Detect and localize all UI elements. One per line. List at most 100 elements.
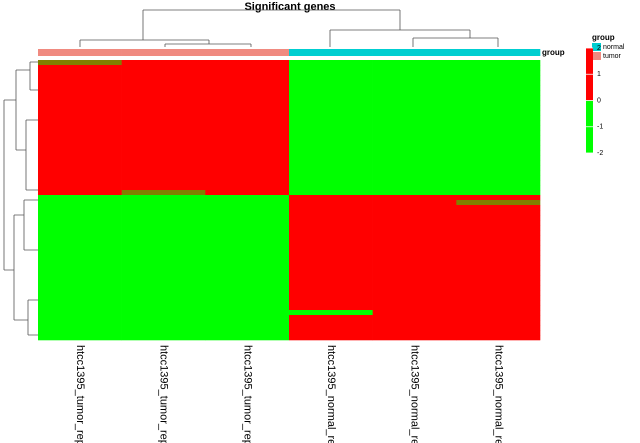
heatmap-cell: [289, 330, 373, 336]
heatmap-cell: [456, 220, 541, 226]
heatmap-cell: [205, 320, 290, 326]
heatmap-cell: [372, 155, 457, 161]
heatmap-cell: [289, 80, 373, 86]
heatmap-cell: [38, 190, 122, 196]
heatmap-cell: [372, 250, 457, 256]
heatmap-cell: [372, 225, 457, 231]
heatmap-cell: [38, 175, 122, 181]
heatmap-cell: [205, 280, 290, 286]
heatmap-cell: [456, 90, 541, 96]
heatmap-cell: [205, 200, 290, 206]
heatmap-cell: [121, 255, 206, 261]
heatmap-cell: [289, 105, 373, 111]
heatmap-cell: [38, 325, 122, 331]
heatmap-cell: [121, 205, 206, 211]
heatmap-cell: [205, 95, 290, 101]
legend-title: group: [592, 33, 615, 42]
colorbar-tick-label: 2: [597, 45, 601, 52]
heatmap-cell: [121, 75, 206, 81]
heatmap-cell: [38, 200, 122, 206]
heatmap-cell: [121, 170, 206, 176]
heatmap-cell: [456, 325, 541, 331]
heatmap-cell: [456, 95, 541, 101]
heatmap-cell: [121, 235, 206, 241]
heatmap-cell: [372, 300, 457, 306]
heatmap-cell: [38, 330, 122, 336]
heatmap-cell: [372, 235, 457, 241]
heatmap-cell: [372, 140, 457, 146]
heatmap-cell: [38, 105, 122, 111]
heatmap-cell: [456, 275, 541, 281]
heatmap-cell: [289, 145, 373, 151]
heatmap-cell: [456, 80, 541, 86]
colorbar-tick-label: -2: [597, 150, 603, 157]
heatmap-cell: [372, 125, 457, 131]
heatmap-cell: [289, 245, 373, 251]
heatmap-cell: [372, 120, 457, 126]
heatmap-cell: [205, 300, 290, 306]
heatmap-cell: [38, 80, 122, 86]
heatmap-cell: [456, 125, 541, 131]
heatmap-cell: [121, 70, 206, 76]
heatmap-cell: [456, 245, 541, 251]
heatmap-cell: [372, 185, 457, 191]
heatmap-cell: [289, 325, 373, 331]
heatmap-cell: [38, 240, 122, 246]
heatmap-cell: [205, 170, 290, 176]
heatmap-cell: [121, 285, 206, 291]
heatmap-cell: [38, 135, 122, 141]
heatmap-cell: [372, 275, 457, 281]
heatmap-cell: [121, 275, 206, 281]
heatmap-cell: [205, 250, 290, 256]
heatmap-cell: [38, 120, 122, 126]
heatmap-cell: [121, 195, 206, 201]
heatmap-cell: [205, 270, 290, 276]
heatmap-cell: [121, 210, 206, 216]
heatmap-cell: [38, 95, 122, 101]
heatmap-cell: [121, 140, 206, 146]
heatmap-cell: [205, 215, 290, 221]
heatmap-cell: [372, 320, 457, 326]
heatmap-cell: [38, 250, 122, 256]
heatmap-cell: [205, 210, 290, 216]
heatmap-cell: [456, 290, 541, 296]
heatmap-cell: [372, 265, 457, 271]
heatmap-cell: [121, 155, 206, 161]
heatmap-cell: [205, 195, 290, 201]
heatmap-cell: [456, 190, 541, 196]
heatmap-cell: [289, 160, 373, 166]
heatmap-cell: [456, 315, 541, 321]
heatmap-cell: [205, 90, 290, 96]
colorbar-tick-label: 0: [597, 97, 601, 104]
heatmap-cell: [289, 320, 373, 326]
heatmap-cell: [121, 245, 206, 251]
heatmap-cell: [456, 60, 541, 66]
heatmap-cell: [205, 310, 290, 316]
heatmap-cell: [289, 185, 373, 191]
heatmap-cell: [372, 285, 457, 291]
heatmap-cell: [121, 200, 206, 206]
heatmap-cell: [289, 240, 373, 246]
heatmap-cell: [205, 205, 290, 211]
heatmap-cell: [205, 70, 290, 76]
heatmap-cell: [289, 270, 373, 276]
heatmap-cell: [372, 115, 457, 121]
heatmap-cell: [205, 180, 290, 186]
colorbar-tick-label: 1: [597, 71, 601, 78]
heatmap-cell: [205, 220, 290, 226]
heatmap-cell: [121, 265, 206, 271]
heatmap-cell: [121, 175, 206, 181]
heatmap-cell: [456, 150, 541, 156]
heatmap-cell: [456, 105, 541, 111]
heatmap-cell: [456, 310, 541, 316]
heatmap-cell: [456, 175, 541, 181]
heatmap-cell: [372, 190, 457, 196]
heatmap-cell: [38, 285, 122, 291]
heatmap-cell: [289, 150, 373, 156]
heatmap-cell: [289, 125, 373, 131]
column-label: htcc1395_normal_rep1: [409, 345, 421, 443]
heatmap-cell: [121, 325, 206, 331]
heatmap-cell: [289, 235, 373, 241]
heatmap-cell: [121, 270, 206, 276]
heatmap-cell: [289, 65, 373, 71]
